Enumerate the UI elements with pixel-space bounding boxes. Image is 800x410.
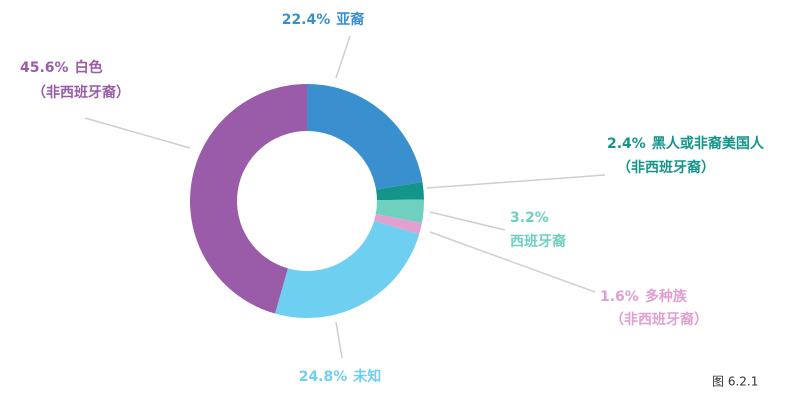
slice-label: 22.4% 亚裔 [282, 11, 365, 28]
donut-slice [275, 220, 420, 318]
value-label: 45.6% [20, 60, 69, 76]
leader-line [335, 35, 351, 79]
figure-label: 图 6.2.1 [712, 375, 758, 389]
leader-line [429, 211, 506, 231]
value-label: 2.4% [607, 136, 646, 152]
leader-line [84, 117, 191, 149]
donut-slice [376, 181, 424, 201]
slice-label: 3.2% [510, 210, 549, 226]
slice-label: 2.4% 黑人或非裔美国人 [607, 135, 765, 152]
slice-label: 24.8% 未知 [299, 368, 382, 385]
slice-label: 1.6% 多种族 [600, 288, 688, 305]
value-label: 3.2% [510, 210, 549, 226]
category-label: 未知 [353, 368, 381, 385]
category-label: 黑人或非裔美国人 [652, 135, 765, 152]
category-note: （非西班牙裔） [617, 159, 715, 176]
category-note: （非西班牙裔） [610, 311, 708, 328]
category-label: 西班牙裔 [510, 233, 566, 250]
leader-line [429, 231, 596, 293]
value-label: 22.4% [282, 12, 331, 28]
category-label: 白色 [75, 59, 103, 76]
value-label: 24.8% [299, 369, 348, 385]
donut-slice [375, 199, 424, 223]
donut-slice [374, 214, 422, 235]
leader-line [335, 321, 343, 359]
donut-slice [189, 84, 307, 314]
slice-label: 45.6% 白色 [20, 59, 103, 76]
category-label: 亚裔 [336, 11, 364, 28]
category-note: （非西班牙裔） [32, 84, 130, 101]
category-label: 多种族 [645, 288, 688, 305]
donut-slice [307, 84, 423, 190]
leader-line [426, 174, 606, 189]
value-label: 1.6% [600, 289, 639, 305]
